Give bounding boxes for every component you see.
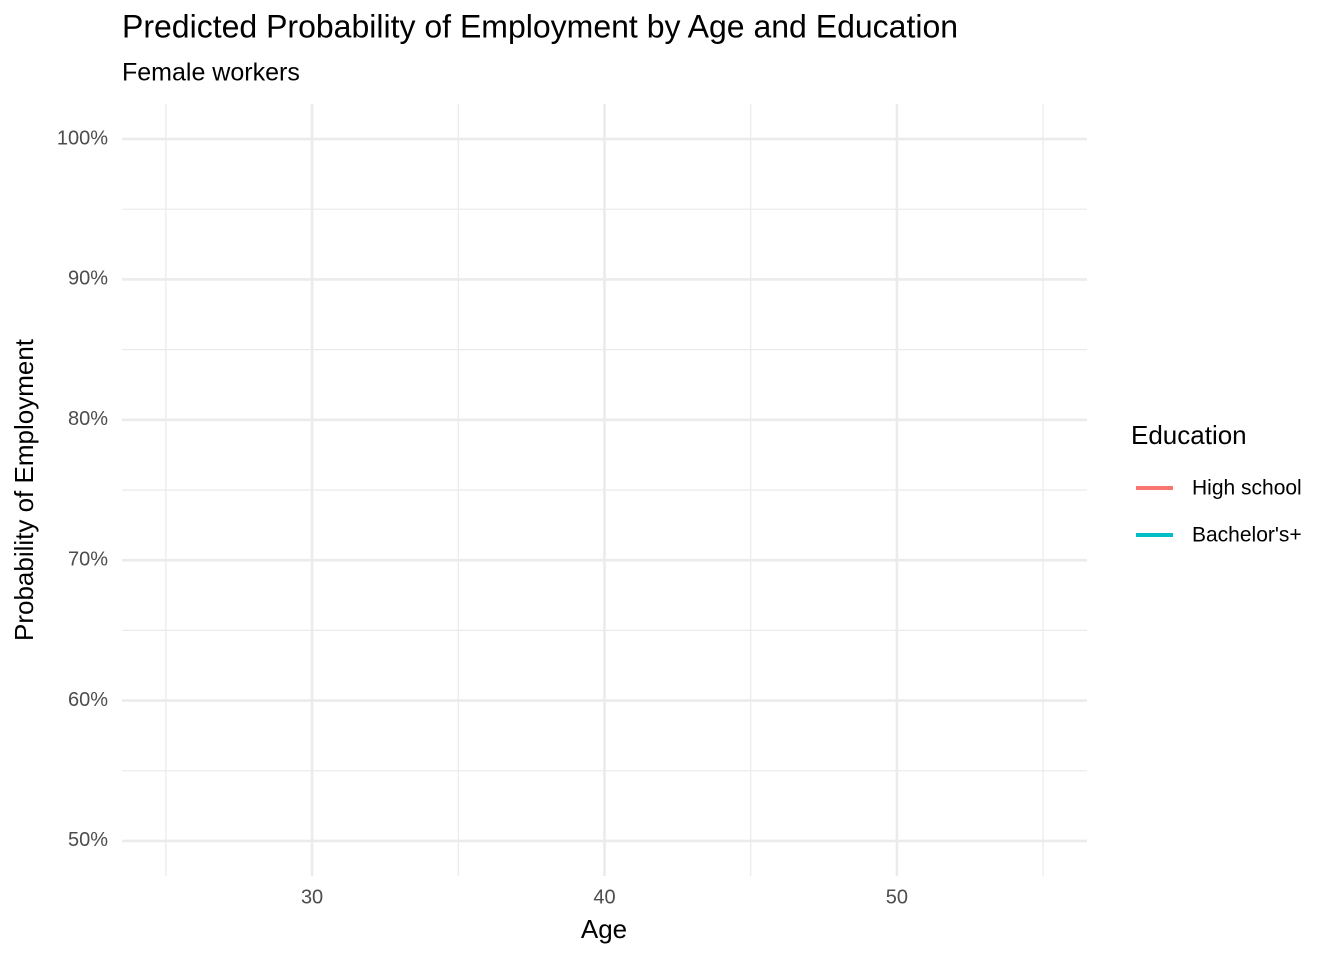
y-tick-label: 60% bbox=[68, 689, 108, 711]
y-tick-label: 80% bbox=[68, 408, 108, 430]
x-tick-label: 30 bbox=[301, 886, 323, 908]
y-tick-label: 90% bbox=[68, 268, 108, 290]
y-tick-label: 100% bbox=[57, 127, 108, 149]
x-axis-title: Age bbox=[581, 914, 627, 944]
legend-title: Education bbox=[1131, 420, 1247, 450]
x-tick-label: 50 bbox=[886, 886, 908, 908]
chart-subtitle: Female workers bbox=[122, 59, 300, 87]
legend-label: High school bbox=[1192, 477, 1302, 500]
chart-title: Predicted Probability of Employment by A… bbox=[122, 8, 958, 44]
y-tick-label: 70% bbox=[68, 548, 108, 570]
x-tick-label: 40 bbox=[593, 886, 615, 908]
y-axis-title: Probability of Employment bbox=[9, 338, 39, 641]
legend-label: Bachelor's+ bbox=[1192, 524, 1302, 547]
y-tick-label: 50% bbox=[68, 829, 108, 851]
